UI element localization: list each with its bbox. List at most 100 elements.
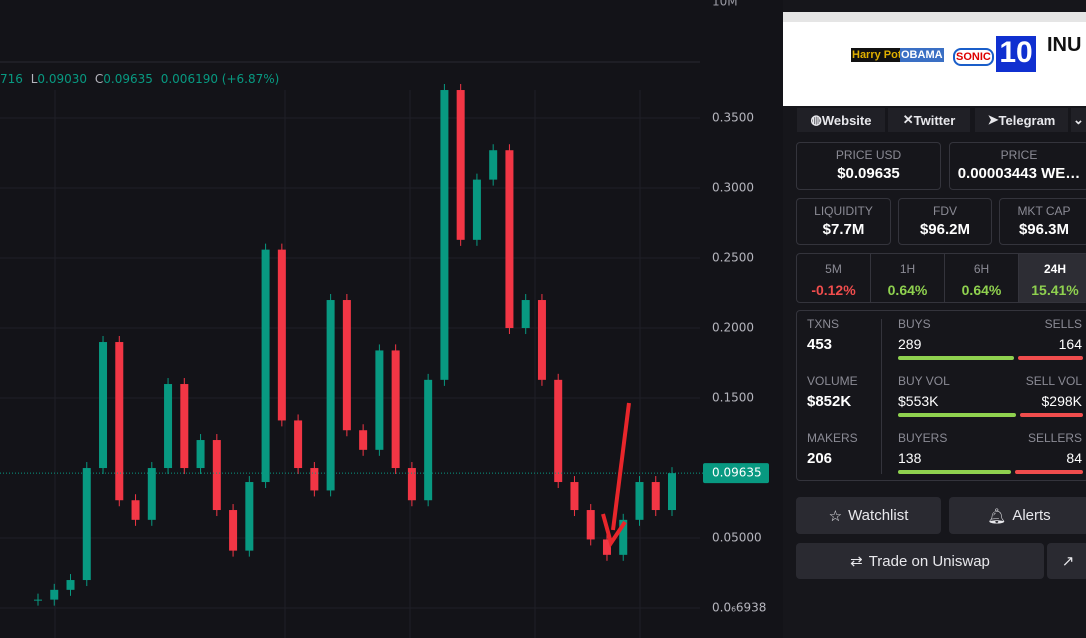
value: $96.3M bbox=[1018, 221, 1070, 238]
stat-value: 206 bbox=[807, 450, 833, 467]
website-link[interactable]: ◍ Website bbox=[797, 108, 885, 132]
banner-item: INU bbox=[1047, 34, 1082, 56]
price-chart: 10M 716 L0.09030 C0.09635 0.006190 (+6.8… bbox=[0, 0, 782, 638]
liquidity-box: LIQUIDITY $7.7M bbox=[796, 198, 891, 245]
ohlc-close-label: C bbox=[95, 72, 103, 86]
stat-left-label: BUYS bbox=[898, 317, 931, 331]
value: -0.12% bbox=[811, 282, 856, 298]
candle bbox=[229, 510, 238, 551]
timeframe-tabs: 5M -0.12% 1H 0.64% 6H 0.64% 24H 15.41% bbox=[796, 253, 1086, 303]
candle bbox=[115, 342, 124, 501]
candle bbox=[424, 379, 433, 501]
candle bbox=[505, 150, 514, 329]
candle bbox=[34, 599, 42, 601]
stat-left-value: 289 bbox=[898, 336, 922, 352]
buy-ratio-bar bbox=[898, 356, 1015, 360]
y-tick-label: 0.2000 bbox=[712, 321, 754, 335]
watchlist-button[interactable]: ☆ Watchlist bbox=[796, 497, 941, 534]
candle bbox=[212, 440, 221, 511]
stat-left-value: $553K bbox=[898, 393, 939, 409]
y-tick-label: 0.1500 bbox=[712, 391, 754, 405]
tab-5m[interactable]: 5M -0.12% bbox=[797, 254, 871, 302]
trade-button[interactable]: ⇄ Trade on Uniswap bbox=[796, 543, 1044, 579]
external-link-button[interactable]: ↗ bbox=[1047, 543, 1086, 579]
volume-label: 10M bbox=[712, 0, 738, 9]
candle bbox=[245, 482, 254, 551]
price-native-box: PRICE 0.00003443 WE… bbox=[949, 142, 1086, 190]
candle bbox=[326, 300, 335, 491]
candle bbox=[147, 468, 156, 520]
candle bbox=[635, 482, 644, 520]
banner-item: 10 bbox=[996, 36, 1036, 72]
ohlc-close: 0.09635 bbox=[103, 72, 153, 86]
stat-label: TXNS bbox=[807, 317, 840, 331]
stat-right-label: SELLS bbox=[1044, 317, 1082, 331]
candle bbox=[342, 300, 351, 431]
value: $7.7M bbox=[822, 221, 865, 238]
ohlc-low-label: L bbox=[31, 72, 38, 86]
alerts-button[interactable]: 🔔︎ Alerts bbox=[949, 497, 1086, 534]
link-text: Website bbox=[821, 112, 872, 128]
value: 0.64% bbox=[961, 282, 1002, 298]
candle bbox=[131, 500, 140, 520]
ohlc-open: 716 bbox=[0, 72, 23, 86]
candle bbox=[277, 249, 286, 421]
candle bbox=[294, 420, 303, 469]
stat-right-label: SELL VOL bbox=[1025, 374, 1082, 388]
candle bbox=[391, 350, 400, 469]
ohlc-change: 0.006190 (+6.87%) bbox=[161, 72, 280, 86]
candle bbox=[50, 589, 59, 600]
button-text: Trade on Uniswap bbox=[868, 552, 990, 570]
candle bbox=[668, 473, 676, 511]
fdv-box: FDV $96.2M bbox=[898, 198, 992, 245]
candle bbox=[407, 468, 416, 501]
value: $96.2M bbox=[919, 221, 971, 238]
mktcap-box: MKT CAP $96.3M bbox=[999, 198, 1086, 245]
label: 5M bbox=[825, 262, 842, 276]
tab-6h[interactable]: 6H 0.64% bbox=[945, 254, 1019, 302]
label: FDV bbox=[933, 204, 957, 218]
candle bbox=[440, 90, 449, 380]
button-text: Alerts bbox=[1012, 507, 1051, 524]
label: LIQUIDITY bbox=[814, 204, 873, 218]
price-usd-box: PRICE USD $0.09635 bbox=[796, 142, 941, 190]
y-tick-label: 0.2500 bbox=[712, 251, 754, 265]
twitter-link[interactable]: ✕ Twitter bbox=[888, 108, 970, 132]
y-tick-label: 0.0₆6938 bbox=[712, 601, 766, 615]
candle bbox=[472, 179, 481, 240]
candle bbox=[651, 482, 660, 511]
sell-ratio-bar bbox=[1018, 356, 1083, 360]
tab-1h[interactable]: 1H 0.64% bbox=[871, 254, 945, 302]
banner-item: OBAMA bbox=[900, 48, 944, 62]
ohlc-header: 716 L0.09030 C0.09635 0.006190 (+6.87%) bbox=[0, 72, 279, 86]
last-price-label: 0.09635 bbox=[712, 466, 762, 480]
label: PRICE bbox=[1000, 148, 1038, 162]
candle bbox=[537, 300, 546, 380]
banner-image: Harry Potter OBAMA SONIC 10 INU bbox=[783, 12, 1086, 106]
candle bbox=[489, 150, 498, 180]
label: 1H bbox=[899, 262, 916, 276]
value: 0.00003443 WE… bbox=[957, 165, 1081, 182]
ohlc-low: 0.09030 bbox=[37, 72, 87, 86]
label: PRICE USD bbox=[835, 148, 902, 162]
stat-left-value: 138 bbox=[898, 450, 922, 466]
stat-right-label: SELLERS bbox=[1027, 431, 1082, 445]
sell-ratio-bar bbox=[1015, 470, 1083, 474]
candle bbox=[586, 510, 595, 540]
chart-bg bbox=[0, 0, 782, 638]
telegram-link[interactable]: ➤ Telegram bbox=[975, 108, 1068, 132]
more-links[interactable]: ⌄ bbox=[1071, 108, 1086, 132]
label: 6H bbox=[973, 262, 990, 276]
sell-ratio-bar bbox=[1020, 413, 1083, 417]
stat-right-value: 164 bbox=[1058, 336, 1082, 352]
buy-ratio-bar bbox=[898, 470, 1011, 474]
tab-24h[interactable]: 24H 15.41% bbox=[1019, 254, 1086, 302]
annotation-arrow-head bbox=[601, 513, 627, 548]
buy-ratio-bar bbox=[898, 413, 1017, 417]
stat-left-label: BUY VOL bbox=[898, 374, 950, 388]
candle bbox=[66, 580, 75, 590]
y-tick-label: 0.3500 bbox=[712, 111, 754, 125]
candle bbox=[99, 342, 108, 469]
stat-right-value: $298K bbox=[1041, 393, 1082, 409]
